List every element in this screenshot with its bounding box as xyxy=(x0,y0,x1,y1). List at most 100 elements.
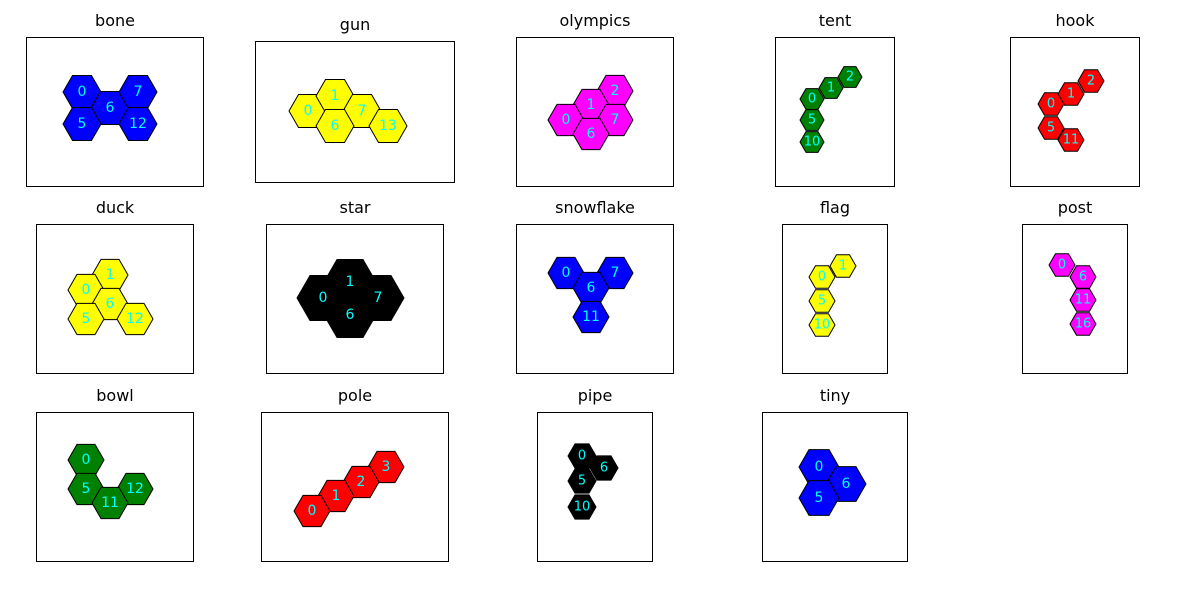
hex-cell: 11 xyxy=(572,300,610,334)
hex-cell: 11 xyxy=(1057,128,1085,152)
hex-cell: 2 xyxy=(837,66,863,88)
hex-label: 6 xyxy=(587,280,596,296)
hex-cluster: 210 76 xyxy=(547,74,634,151)
hexagon xyxy=(1069,312,1097,336)
hex-label: 6 xyxy=(346,307,355,323)
panel-title: flag xyxy=(819,198,851,217)
hexagon xyxy=(368,109,408,143)
hexagon xyxy=(808,289,836,313)
hex-label: 0 xyxy=(319,290,328,306)
hex-label: 5 xyxy=(1047,121,1055,136)
hex-label: 5 xyxy=(78,116,87,132)
hex-label: 11 xyxy=(582,309,600,325)
panel-star: star 1 0 7 6 xyxy=(266,198,444,374)
hex-cell: 11 xyxy=(91,486,129,520)
hex-label: 0 xyxy=(78,84,87,100)
hexagon xyxy=(808,313,836,337)
hex-label: 0 xyxy=(308,503,317,519)
hex-cell: 5 xyxy=(62,107,102,141)
hex-label: 7 xyxy=(611,112,620,128)
hex-cell: 0 xyxy=(808,265,836,289)
panel-pipe: pipe 0 6 5 10 xyxy=(537,386,653,562)
hex-label: 5 xyxy=(815,490,824,506)
hex-cluster: 0 1 7 6 13 xyxy=(288,79,408,143)
hexagon xyxy=(1037,116,1065,140)
hexagon xyxy=(1057,128,1085,152)
hexagon xyxy=(829,254,857,278)
hexagon xyxy=(293,494,331,528)
hex-cell: 10 xyxy=(799,131,825,153)
hex-cell: 1 xyxy=(829,254,857,278)
hex-cell: 6 xyxy=(1069,265,1097,289)
panel-title: pole xyxy=(337,386,373,405)
panel-bowl: bowl 0 5 12 11 xyxy=(36,386,194,562)
hex-label: 6 xyxy=(106,100,115,116)
panel-title: star xyxy=(339,198,371,217)
hex-label: 5 xyxy=(818,294,826,309)
hex-cell: 16 xyxy=(1069,312,1097,336)
hex-label: 5 xyxy=(82,311,91,327)
hex-label: 1 xyxy=(587,97,596,113)
hexagon xyxy=(808,265,836,289)
hex-label: 2 xyxy=(846,70,854,85)
hexagon xyxy=(798,480,840,516)
hex-label: 6 xyxy=(1079,270,1087,285)
hex-label: 7 xyxy=(358,103,367,119)
hexagon xyxy=(67,302,105,336)
hex-cell: 0 xyxy=(1037,92,1065,116)
hexagon xyxy=(116,302,154,336)
hexagon xyxy=(62,107,102,141)
hexagon xyxy=(323,291,377,339)
hex-label: 6 xyxy=(587,126,596,142)
hex-label: 0 xyxy=(562,265,571,281)
hex-label: 1 xyxy=(839,259,847,274)
hex-cluster: 0 6 7 5 12 xyxy=(62,75,158,141)
panel-gun: gun 0 1 7 6 13 xyxy=(255,15,455,183)
panel-title: bone xyxy=(95,11,135,30)
hex-label: 1 xyxy=(1067,87,1075,102)
panel-flag: flag 1 0 5 10 xyxy=(782,198,888,374)
hex-cluster: 0 5 12 11 xyxy=(67,443,154,520)
hexagon xyxy=(1077,69,1105,93)
hex-label: 16 xyxy=(1075,317,1092,332)
hex-cell: 11 xyxy=(1069,288,1097,312)
hex-label: 6 xyxy=(842,476,851,492)
hex-label: 5 xyxy=(82,481,91,497)
hex-label: 5 xyxy=(808,113,816,128)
hex-cell: 6 xyxy=(323,291,377,339)
hex-label: 0 xyxy=(304,103,313,119)
hex-label: 7 xyxy=(134,84,143,100)
hex-label: 0 xyxy=(82,452,91,468)
hex-cell: 6 xyxy=(589,455,619,481)
hex-cell: 0 xyxy=(293,494,331,528)
hex-label: 0 xyxy=(1058,258,1066,273)
panel-title: duck xyxy=(95,198,135,217)
panel-duck: duck 1 0 6 5 12 xyxy=(36,198,194,374)
hex-cell: 5 xyxy=(1037,116,1065,140)
panel-title: snowflake xyxy=(555,198,635,217)
hex-cell: 5 xyxy=(798,480,840,516)
hex-label: 2 xyxy=(357,474,366,490)
hex-cell: 6 xyxy=(572,117,610,151)
panel-title: bowl xyxy=(96,386,134,405)
hex-label: 2 xyxy=(611,83,620,99)
hex-cluster: 06 11 16 xyxy=(1048,253,1097,336)
hex-label: 11 xyxy=(101,495,119,511)
hex-label: 5 xyxy=(578,474,586,489)
hex-cluster: 1 0 7 6 xyxy=(296,258,405,339)
panel-post: post 0 6 11 16 xyxy=(1022,198,1128,374)
hexagon xyxy=(837,66,863,88)
hex-cell: 12 xyxy=(116,472,154,506)
hex-cell: 12 xyxy=(116,302,154,336)
hex-cluster: 0 76 11 xyxy=(547,256,634,334)
hex-label: 0 xyxy=(815,459,824,475)
hex-cluster: 065 10 xyxy=(567,443,619,520)
hexagon xyxy=(567,468,597,494)
hex-label: 11 xyxy=(1063,133,1080,148)
hexagon xyxy=(1037,92,1065,116)
hex-label: 7 xyxy=(611,265,620,281)
hex-label: 10 xyxy=(804,135,821,150)
